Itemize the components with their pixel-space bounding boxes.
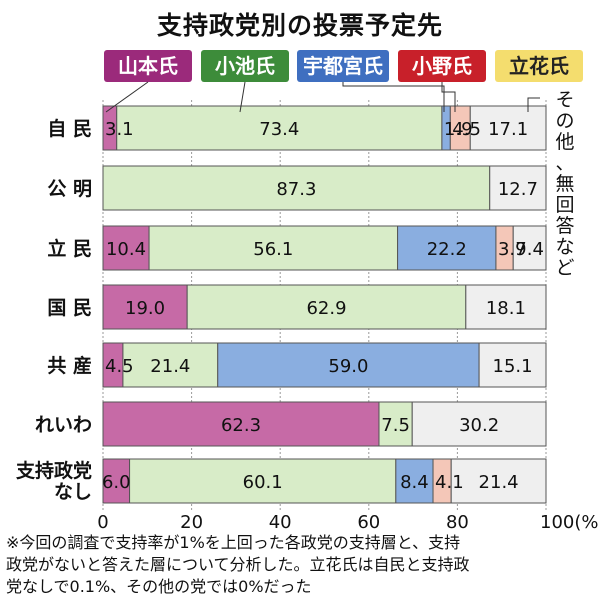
category-label-6-0: 支持政党 [15, 459, 92, 482]
category-label-4: 共 産 [47, 354, 92, 377]
bar-utsunomiya-row-4 [217, 342, 480, 388]
x-tick-label-1: 20 [180, 512, 203, 533]
x-tick-label-0: 0 [97, 512, 108, 533]
data-label-utsunomiya-row-2: 22.2 [427, 239, 467, 260]
bar-koike-row-3 [186, 284, 467, 330]
data-label-utsunomiya-row-6: 8.4 [400, 472, 429, 493]
bar-koike-row-0 [116, 105, 443, 151]
data-label-other-row-6: 21.4 [479, 472, 519, 493]
data-label-yamamoto-row-6: 6.0 [102, 472, 131, 493]
legend-utsunomiya: 宇都宮氏 [297, 50, 389, 82]
data-label-other-row-5: 30.2 [459, 415, 499, 436]
x-tick-label-2: 40 [269, 512, 292, 533]
bar-other-row-6 [450, 458, 547, 504]
bar-other-row-2 [512, 225, 547, 271]
bar-koike-row-5 [378, 401, 413, 447]
data-label-koike-row-1: 87.3 [276, 179, 316, 200]
other-label-char-6: 答 [555, 215, 574, 237]
category-label-3: 国 民 [47, 297, 92, 319]
category-label-0: 自 民 [47, 117, 92, 140]
other-label-char-5: 回 [555, 194, 574, 216]
category-label-6-1: なし [54, 481, 92, 503]
data-label-yamamoto-row-3: 19.0 [125, 298, 165, 319]
bar-yamamoto-row-6 [102, 458, 131, 504]
other-label-char-7: な [555, 236, 574, 258]
category-label-1: 公 明 [47, 178, 92, 200]
data-label-other-row-3: 18.1 [486, 298, 526, 319]
data-label-yamamoto-row-0: 3.1 [105, 119, 134, 140]
data-label-yamamoto-row-2: 10.4 [106, 239, 146, 260]
other-label-char-8: ど [555, 257, 574, 279]
data-label-koike-row-3: 62.9 [306, 298, 346, 319]
data-label-ono-row-6: 4.1 [435, 472, 464, 493]
footnote-line-2: 政党がないと答えた層について分析した。立花氏は自民と支持政 [6, 555, 470, 574]
legend-koike: 小池氏 [201, 50, 289, 82]
x-tick-label-3: 60 [357, 512, 380, 533]
legend-leader-line-2 [342, 82, 445, 112]
bar-koike-row-1 [102, 165, 491, 211]
bar-other-row-0 [469, 105, 547, 151]
data-label-other-row-4: 15.1 [493, 356, 533, 377]
other-label-char-0: そ [555, 89, 574, 111]
data-label-utsunomiya-row-0: 1.9 [444, 119, 473, 140]
legend-ono: 小野氏 [398, 50, 486, 82]
footnote: ※今回の調査で支持率が1%を上回った各政党の支持層と、支持 政党がないと答えた層… [6, 532, 592, 598]
category-label-2: 立 民 [47, 237, 92, 260]
bar-other-row-1 [489, 165, 547, 211]
bar-other-row-4 [478, 342, 547, 388]
bar-yamamoto-row-2 [102, 225, 150, 271]
legend-leader-line-3 [441, 82, 456, 112]
bar-yamamoto-row-5 [102, 401, 380, 447]
other-label-char-2: 他 [555, 131, 574, 153]
data-label-yamamoto-row-4: 4.5 [105, 356, 134, 377]
data-label-ono-row-2: 3.9 [498, 239, 527, 260]
bar-yamamoto-row-3 [102, 284, 188, 330]
other-label-char-1: の [555, 110, 574, 132]
data-label-koike-row-0: 73.4 [259, 119, 299, 140]
bar-other-row-3 [465, 284, 547, 330]
data-label-koike-row-2: 56.1 [253, 239, 293, 260]
bar-koike-row-4 [122, 342, 219, 388]
bar-other-row-5 [411, 401, 547, 447]
footnote-line-1: ※今回の調査で支持率が1%を上回った各政党の支持層と、支持 [6, 533, 461, 552]
legend-leader-line-1 [239, 81, 246, 113]
data-label-other-row-2: 7.4 [515, 239, 544, 260]
legend-tachibana: 立花氏 [495, 50, 583, 82]
footnote-line-3: 党なしで0.1%、その他の党では0%だった [6, 577, 312, 596]
legend-yamamoto: 山本氏 [104, 50, 192, 82]
data-label-utsunomiya-row-4: 59.0 [328, 356, 368, 377]
x-tick-label-4: 80 [446, 512, 469, 533]
bar-utsunomiya-row-2 [397, 225, 497, 271]
data-label-koike-row-4: 21.4 [150, 356, 190, 377]
category-label-5: れいわ [35, 414, 92, 436]
data-label-other-row-0: 17.1 [488, 119, 528, 140]
chart-title: 支持政党別の投票予定先 [156, 11, 443, 40]
other-label-char-3: 、 [555, 152, 574, 174]
x-tick-label-5: 100(%) [540, 512, 600, 533]
data-label-koike-row-6: 60.1 [243, 472, 283, 493]
data-label-ono-row-0: 4.5 [452, 119, 481, 140]
legend-leader-line-0 [105, 81, 149, 113]
other-leader-line [527, 97, 540, 112]
data-label-yamamoto-row-5: 62.3 [221, 415, 261, 436]
bar-koike-row-2 [148, 225, 399, 271]
other-label-char-4: 無 [555, 173, 574, 195]
bar-koike-row-6 [129, 458, 397, 504]
data-label-other-row-1: 12.7 [498, 179, 538, 200]
data-label-koike-row-5: 7.5 [381, 415, 410, 436]
